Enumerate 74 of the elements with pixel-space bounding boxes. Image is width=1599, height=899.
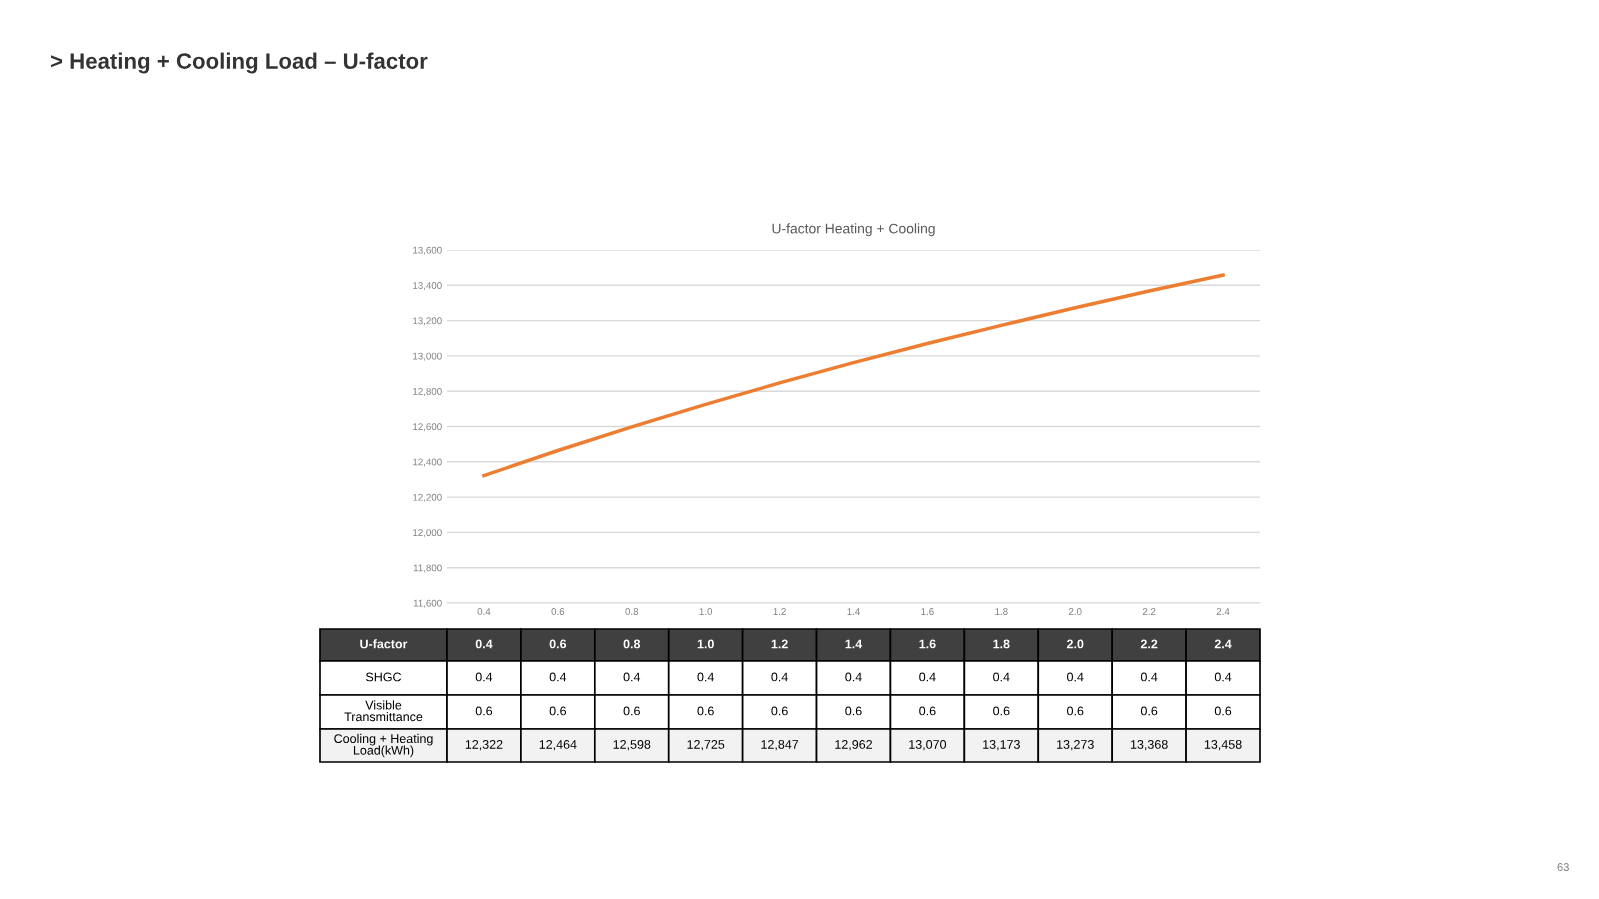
text: 12,598 (613, 740, 651, 751)
text: > Heating + Cooling Load – U-factor (50, 52, 428, 74)
text: Cooling + Heating Load(kWh) (334, 733, 433, 758)
text: 12,847 (761, 740, 799, 751)
chart-subtitle: U-factor Heating + Cooling (772, 223, 935, 237)
x-tick-label: 0.8 (625, 608, 639, 615)
y-tick-label: 12,400 (413, 458, 442, 467)
x-tick-label: 1.8 (995, 608, 1008, 615)
text: 13,458 (1204, 740, 1242, 751)
text: 0.4 (845, 672, 862, 682)
text: 1.8 (993, 639, 1010, 649)
text: 1.6 (919, 639, 936, 649)
text: 2.4 (1214, 639, 1232, 649)
text: 0.6 (549, 639, 567, 649)
text: 0.4 (919, 672, 936, 682)
text: 13,070 (909, 740, 947, 751)
text: 0.4 (771, 672, 788, 682)
text: 0.8 (623, 639, 641, 649)
text: Visible Transmittance (344, 700, 423, 722)
x-tick-label: 0.4 (477, 608, 491, 615)
text: 0.4 (1067, 672, 1084, 682)
text: 12,464 (539, 740, 577, 751)
x-tick-label: 1.6 (921, 608, 934, 615)
y-tick-label: 12,600 (413, 423, 442, 432)
text: 12,322 (465, 740, 503, 751)
text: 0.4 (623, 672, 641, 682)
text: 63 (1557, 863, 1569, 871)
text: 0.4 (475, 639, 493, 649)
x-tick-label: 2.4 (1216, 608, 1230, 615)
y-tick-label: 13,400 (413, 282, 442, 291)
text: 1.2 (771, 639, 788, 649)
text: 0.6 (1067, 706, 1084, 716)
text: 0.6 (1140, 706, 1158, 716)
text: 0.6 (1214, 706, 1232, 716)
x-tick-label: 2.2 (1142, 608, 1156, 615)
text: 12,725 (687, 740, 725, 751)
text: 0.4 (1214, 672, 1232, 682)
y-tick-label: 13,200 (413, 317, 442, 326)
y-tick-label: 13,600 (413, 246, 442, 255)
text: 0.4 (993, 672, 1010, 682)
y-tick-label: 12,800 (413, 387, 442, 396)
text: 0.4 (475, 672, 493, 682)
text: 13,368 (1130, 740, 1168, 751)
x-tick-label: 1.4 (847, 608, 860, 615)
text: 0.6 (623, 706, 640, 716)
text: 0.6 (845, 706, 862, 716)
text: 0.4 (549, 672, 567, 682)
y-tick-label: 12,000 (413, 529, 442, 538)
text: U-factor (360, 639, 408, 649)
text: 0.4 (1140, 672, 1158, 682)
text: 0.6 (919, 706, 936, 716)
text: 0.4 (697, 672, 715, 682)
text: 0.6 (549, 706, 566, 716)
text: 0.6 (475, 706, 493, 716)
text: 1.0 (697, 639, 714, 649)
x-tick-label: 2.0 (1068, 608, 1082, 615)
x-tick-label: 1.2 (773, 608, 786, 615)
text: SHGC (366, 672, 402, 682)
text: 2.0 (1066, 639, 1084, 649)
y-tick-label: 11,600 (413, 599, 442, 608)
y-tick-label: 11,800 (413, 564, 442, 573)
text: 0.6 (771, 706, 788, 716)
x-tick-label: 0.6 (551, 608, 565, 615)
y-tick-label: 12,200 (413, 493, 442, 502)
text: 1.4 (845, 639, 863, 649)
text: 13,273 (1057, 740, 1094, 751)
x-tick-label: 1.0 (699, 608, 713, 615)
y-tick-label: 13,000 (413, 352, 442, 361)
text: 13,173 (983, 740, 1020, 751)
text: 2.2 (1140, 639, 1158, 649)
text: 0.6 (697, 706, 714, 716)
line-series (482, 273, 1225, 478)
text: 12,962 (835, 740, 872, 751)
text: 0.6 (993, 706, 1010, 716)
